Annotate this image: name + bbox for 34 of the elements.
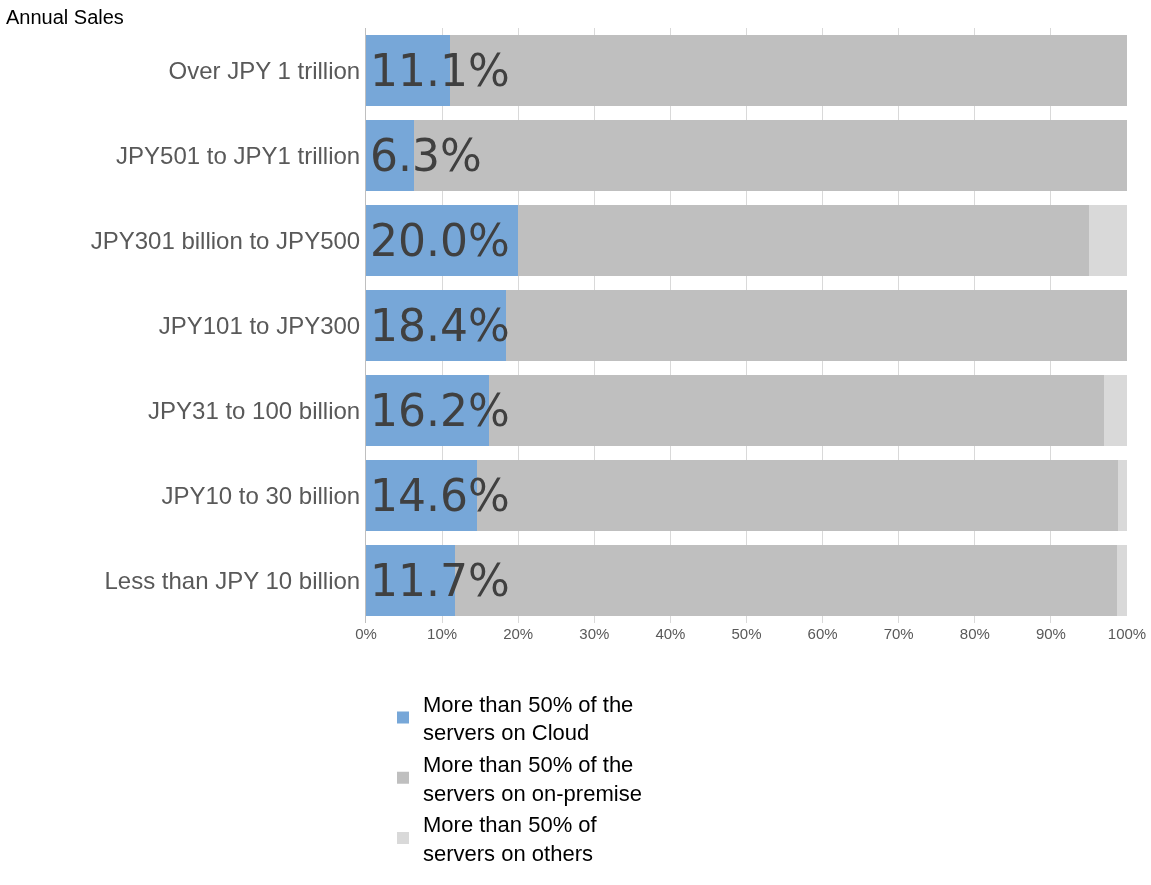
y-tick-label: JPY10 to 30 billion: [161, 481, 361, 509]
bar: [1117, 460, 1127, 531]
legend-label: More than 50% of the servers on on-premise: [423, 752, 642, 806]
y-tick-label: JPY31 to 100 billion: [148, 396, 361, 424]
x-tick-label: 0%: [355, 625, 377, 642]
legend-label: More than 50% of servers on others: [423, 812, 598, 866]
x-tick-label: 70%: [883, 625, 914, 642]
bar: [1104, 375, 1127, 446]
y-tick-label: Over JPY 1 trillion: [168, 56, 361, 84]
y-tick-label: JPY101 to JPY300: [158, 311, 361, 339]
data-label: 18.4%: [370, 300, 510, 351]
y-tick-label: Less than JPY 10 billion: [104, 566, 361, 594]
x-tick-label: 10%: [427, 625, 458, 642]
legend-label: More than 50% of the servers on Cloud: [423, 691, 634, 746]
y-tick-label: JPY301 billion to JPY500: [90, 226, 361, 254]
bar: [1088, 205, 1127, 276]
x-tick-label: 90%: [1035, 625, 1066, 642]
y-axis-title: Annual Sales: [6, 6, 124, 28]
bar: [518, 205, 1089, 276]
data-label: 11.1%: [370, 45, 510, 96]
data-label: 11.7%: [370, 555, 510, 606]
x-tick-label: 20%: [503, 625, 534, 642]
bar: [1117, 545, 1127, 616]
y-tick-label: JPY501 to JPY1 trillion: [116, 141, 361, 169]
x-tick-label: 80%: [959, 625, 990, 642]
bar: [506, 290, 1127, 361]
x-tick-label: 50%: [731, 625, 762, 642]
x-tick-label: 30%: [579, 625, 610, 642]
x-tick-label: 40%: [655, 625, 686, 642]
data-label: 16.2%: [370, 385, 510, 436]
x-tick-label: 100%: [1107, 625, 1147, 642]
data-label: 20.0%: [370, 215, 510, 266]
data-label: 14.6%: [370, 470, 510, 521]
x-tick-label: 60%: [807, 625, 838, 642]
